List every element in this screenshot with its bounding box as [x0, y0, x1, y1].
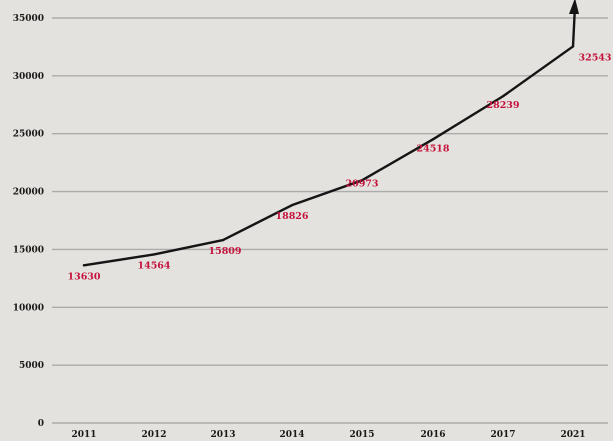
x-tick-label: 2011	[71, 430, 96, 440]
x-tick-label: 2017	[490, 430, 515, 440]
data-label: 24518	[416, 143, 449, 154]
data-point-2013	[221, 238, 225, 242]
y-tick-label: 30000	[13, 72, 44, 82]
data-series	[82, 0, 579, 267]
data-label: 32543	[578, 52, 611, 63]
data-label: 20973	[345, 178, 378, 189]
data-labels: 13630 14564 15809 18826 20973 24518 28239 32543	[67, 52, 611, 282]
trend-arrow-head	[569, 0, 579, 14]
y-tick-label: 0	[38, 419, 44, 429]
y-tick-label: 35000	[13, 14, 44, 24]
gridlines	[52, 17, 608, 424]
y-tick-label: 20000	[13, 188, 44, 198]
data-label: 15809	[208, 246, 241, 257]
y-tick-label: 10000	[13, 303, 44, 313]
data-label: 18826	[275, 211, 308, 222]
x-tick-label: 2016	[420, 430, 445, 440]
series-line	[82, 45, 575, 267]
y-tick-label: 15000	[13, 245, 44, 255]
data-point-2014	[290, 203, 294, 207]
data-label: 14564	[137, 260, 170, 271]
data-point-2011	[82, 264, 86, 267]
x-tick-label: 2012	[141, 430, 166, 440]
y-tick-label: 5000	[19, 361, 44, 371]
data-label: 28239	[486, 100, 519, 111]
x-tick-label: 2015	[349, 430, 374, 440]
data-point-2012	[152, 253, 156, 256]
y-axis-ticks: 0 5000 10000 15000 20000 25000 30000 35000	[13, 14, 44, 429]
data-label: 13630	[67, 271, 100, 282]
data-point-2021	[571, 45, 575, 48]
data-point-2015	[360, 179, 364, 182]
data-point-2016	[431, 138, 435, 141]
x-tick-label: 2021	[560, 430, 585, 440]
y-tick-label: 25000	[13, 130, 44, 140]
x-axis-ticks: 2011 2012 2013 2014 2015 2016 2017 2021	[71, 430, 585, 440]
data-point-2017	[501, 95, 505, 98]
x-tick-label: 2014	[279, 430, 304, 440]
x-tick-label: 2013	[210, 430, 235, 440]
